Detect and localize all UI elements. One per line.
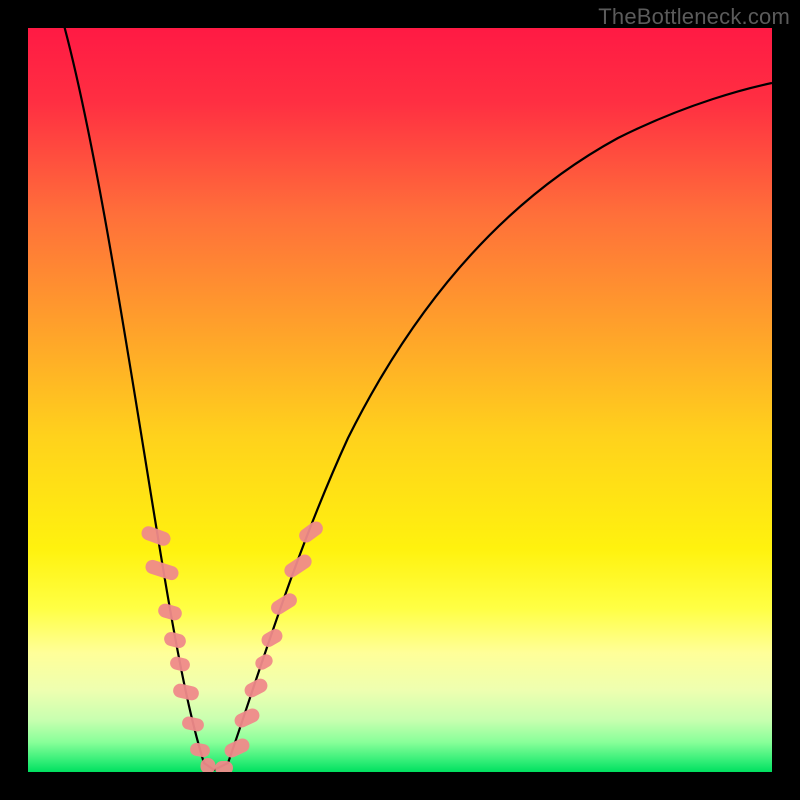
chart-outer-frame: TheBottleneck.com: [0, 0, 800, 800]
watermark-text: TheBottleneck.com: [598, 4, 790, 30]
bottleneck-curve: [28, 28, 772, 772]
data-marker: [201, 758, 216, 772]
data-marker: [215, 761, 233, 772]
plot-area: [28, 28, 772, 772]
curve-right-branch: [214, 83, 772, 770]
curve-left-branch: [62, 28, 214, 770]
